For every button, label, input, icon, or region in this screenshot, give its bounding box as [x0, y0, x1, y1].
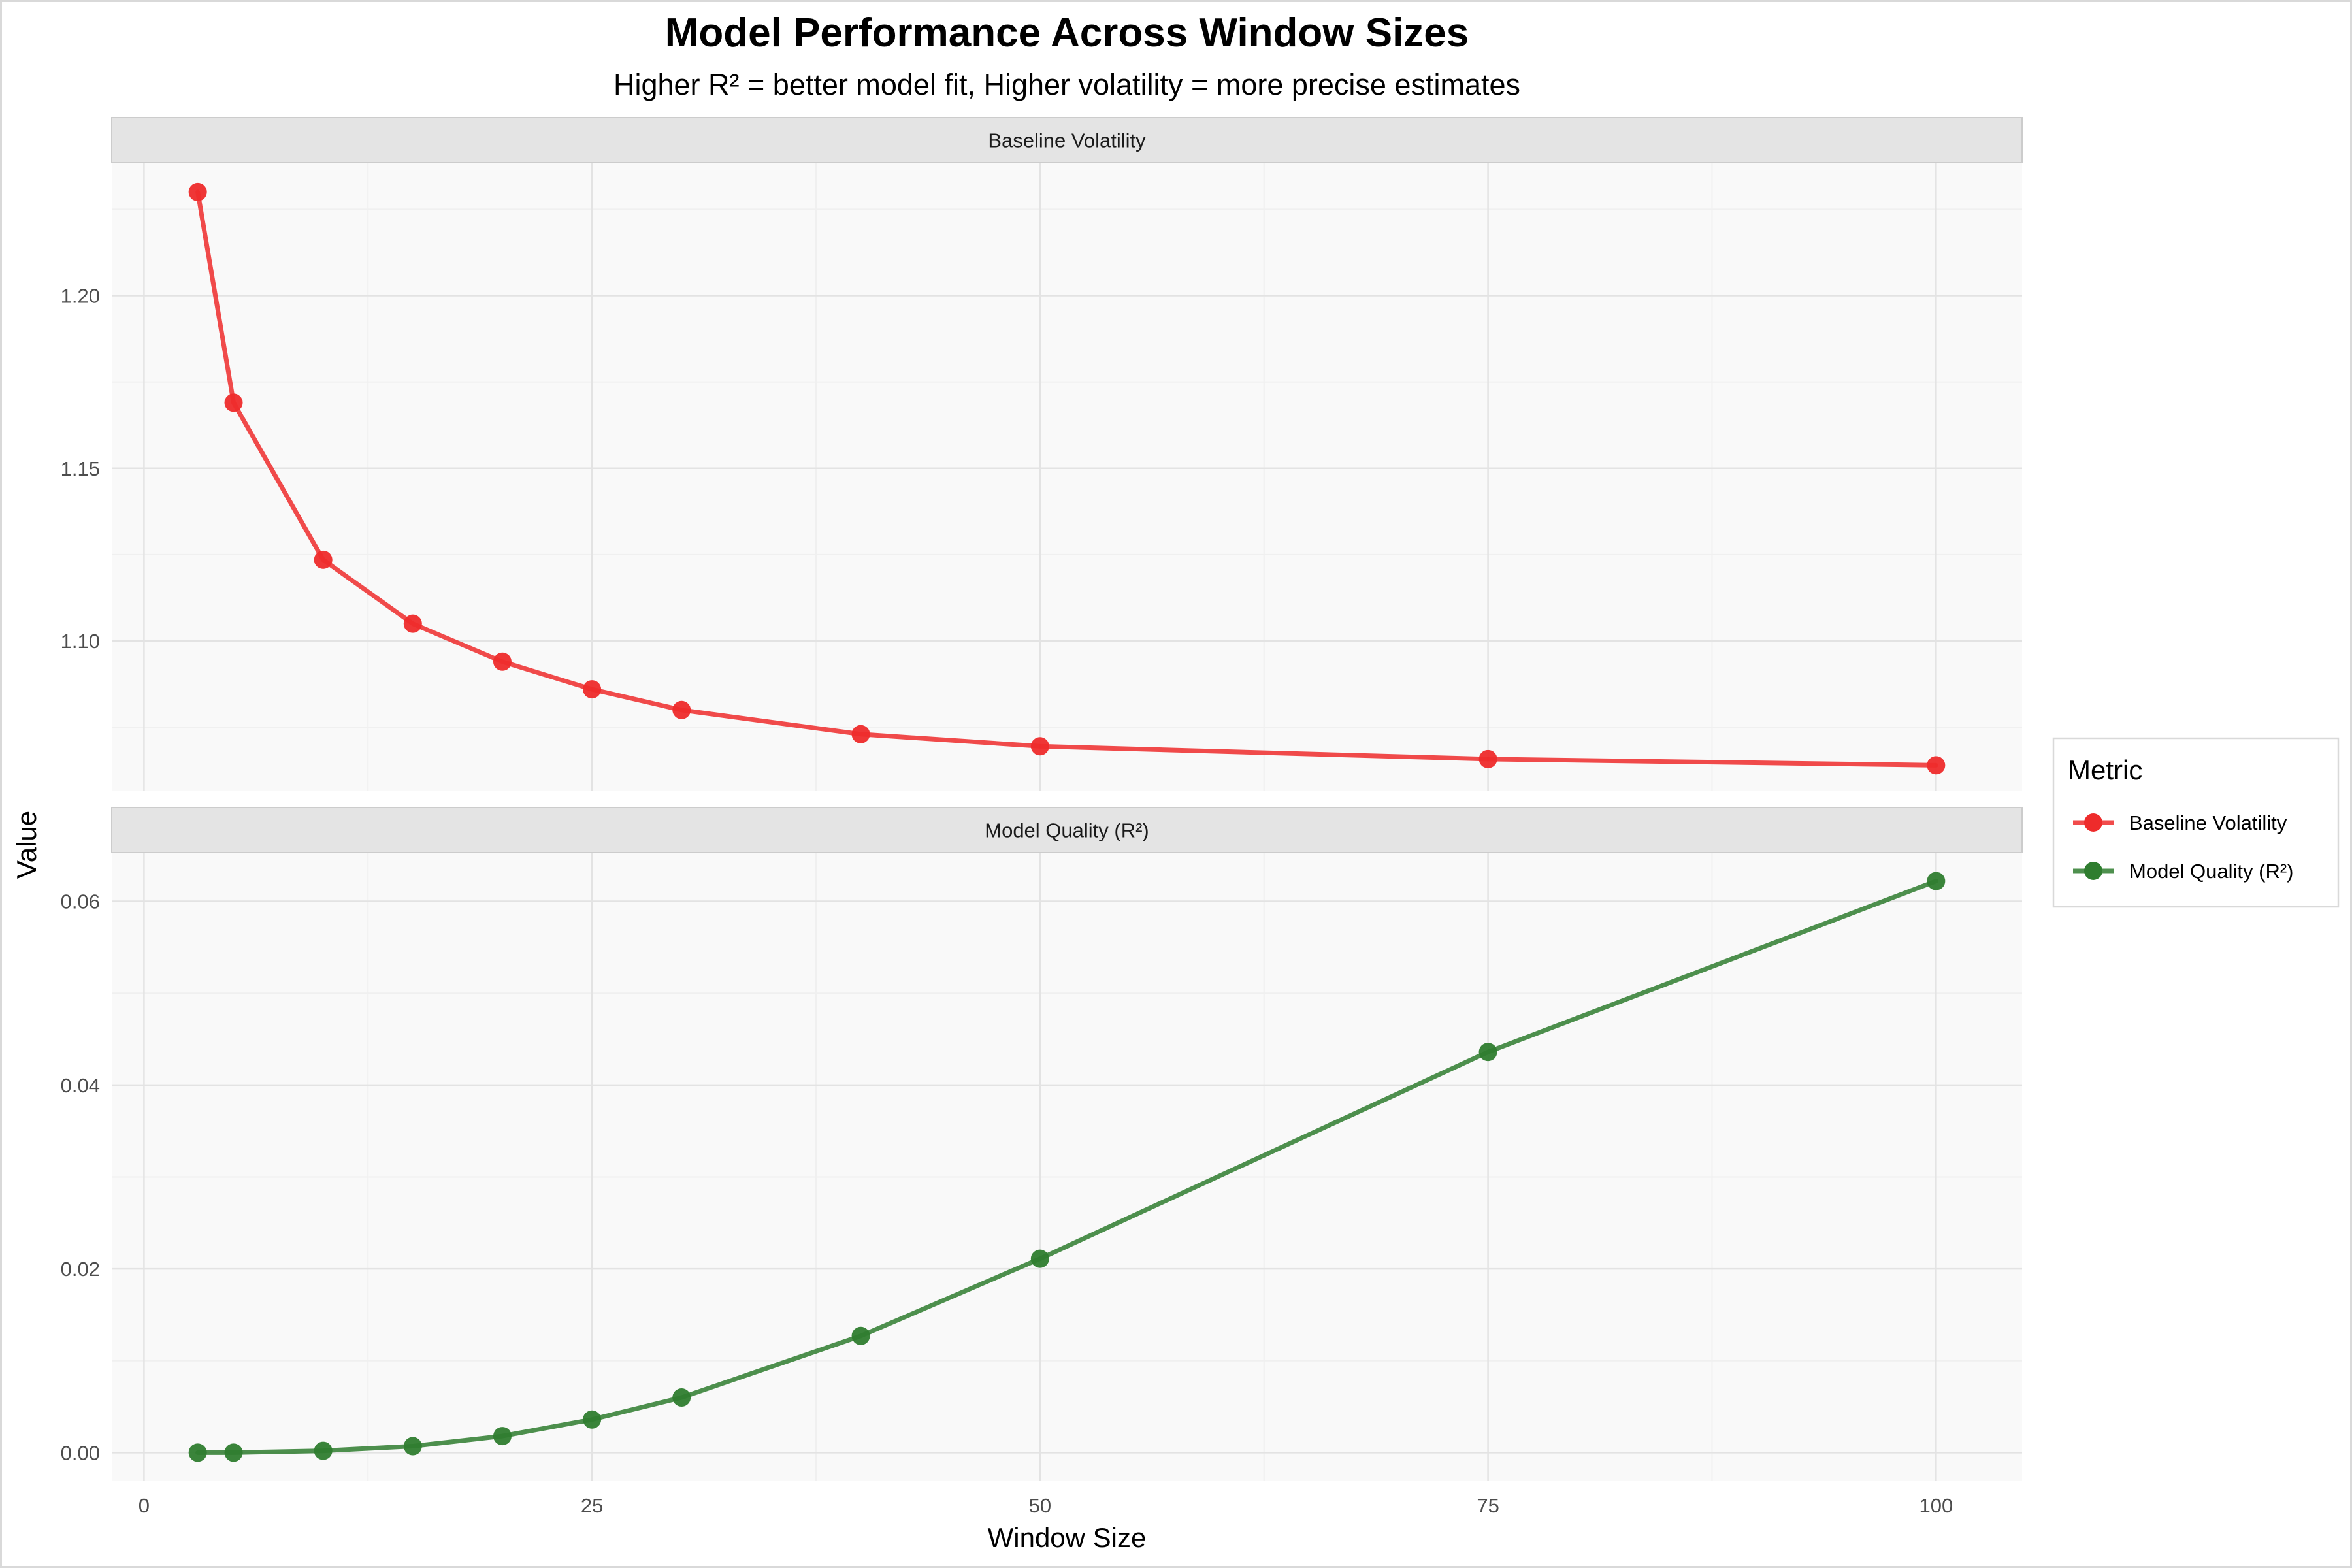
y-tick-label: 1.20	[61, 285, 100, 308]
data-point	[188, 1443, 207, 1462]
y-tick-label: 0.06	[61, 890, 100, 913]
data-point	[493, 652, 512, 671]
strip-label: Model Quality (R²)	[985, 819, 1149, 842]
legend-key-point	[2084, 813, 2102, 832]
data-point	[403, 614, 422, 633]
data-point	[672, 1388, 691, 1407]
chart-title: Model Performance Across Window Sizes	[665, 10, 1469, 56]
y-tick-label: 0.02	[61, 1258, 100, 1281]
data-point	[583, 1410, 602, 1429]
y-axis-title: Value	[11, 811, 42, 879]
legend-label: Model Quality (R²)	[2129, 860, 2294, 883]
data-point	[851, 1326, 870, 1345]
data-point	[851, 725, 870, 743]
data-point	[224, 393, 243, 412]
legend-key-point	[2084, 862, 2102, 880]
panel-background	[112, 853, 2022, 1481]
data-point	[224, 1443, 243, 1462]
x-tick-label: 100	[1919, 1494, 1953, 1517]
x-tick-label: 0	[139, 1494, 150, 1517]
x-tick-label: 75	[1477, 1494, 1499, 1517]
data-point	[314, 1441, 333, 1460]
panel-1: Baseline Volatility 1.10 1.15 1.20	[61, 117, 2023, 791]
x-tick-label: 50	[1029, 1494, 1051, 1517]
x-axis-title: Window Size	[988, 1522, 1147, 1553]
strip-background	[111, 117, 2023, 163]
x-tick-label: 25	[581, 1494, 603, 1517]
legend: Metric Baseline Volatility Model Quality (…	[2052, 737, 2340, 908]
legend-title: Metric	[2068, 755, 2142, 785]
data-point	[1927, 756, 1946, 775]
panel-2: Model Quality (R²) 0.00 0.02 0.04 0.06	[61, 807, 2023, 1481]
y-tick-label: 1.15	[61, 457, 100, 480]
strip-label: Baseline Volatility	[988, 129, 1146, 152]
panels-layer: Baseline Volatility 1.10 1.15 1.20 Model Qua…	[61, 117, 2023, 1517]
strip-background	[111, 807, 2023, 853]
data-point	[493, 1427, 512, 1446]
data-point	[314, 550, 333, 569]
chart-subtitle: Higher R² = better model fit, Higher vol…	[613, 68, 1520, 101]
data-point	[188, 182, 207, 201]
data-point	[1030, 737, 1049, 756]
data-point	[1927, 872, 1946, 890]
data-point	[1478, 749, 1497, 768]
y-tick-label: 1.10	[61, 630, 100, 653]
data-point	[403, 1437, 422, 1456]
y-tick-label: 0.04	[61, 1074, 100, 1097]
data-point	[672, 700, 691, 719]
y-tick-label: 0.00	[61, 1441, 100, 1464]
data-point	[1030, 1249, 1049, 1268]
data-point	[583, 680, 602, 699]
data-point	[1478, 1043, 1497, 1062]
legend-label: Baseline Volatility	[2129, 811, 2287, 834]
panel-background	[112, 163, 2022, 791]
